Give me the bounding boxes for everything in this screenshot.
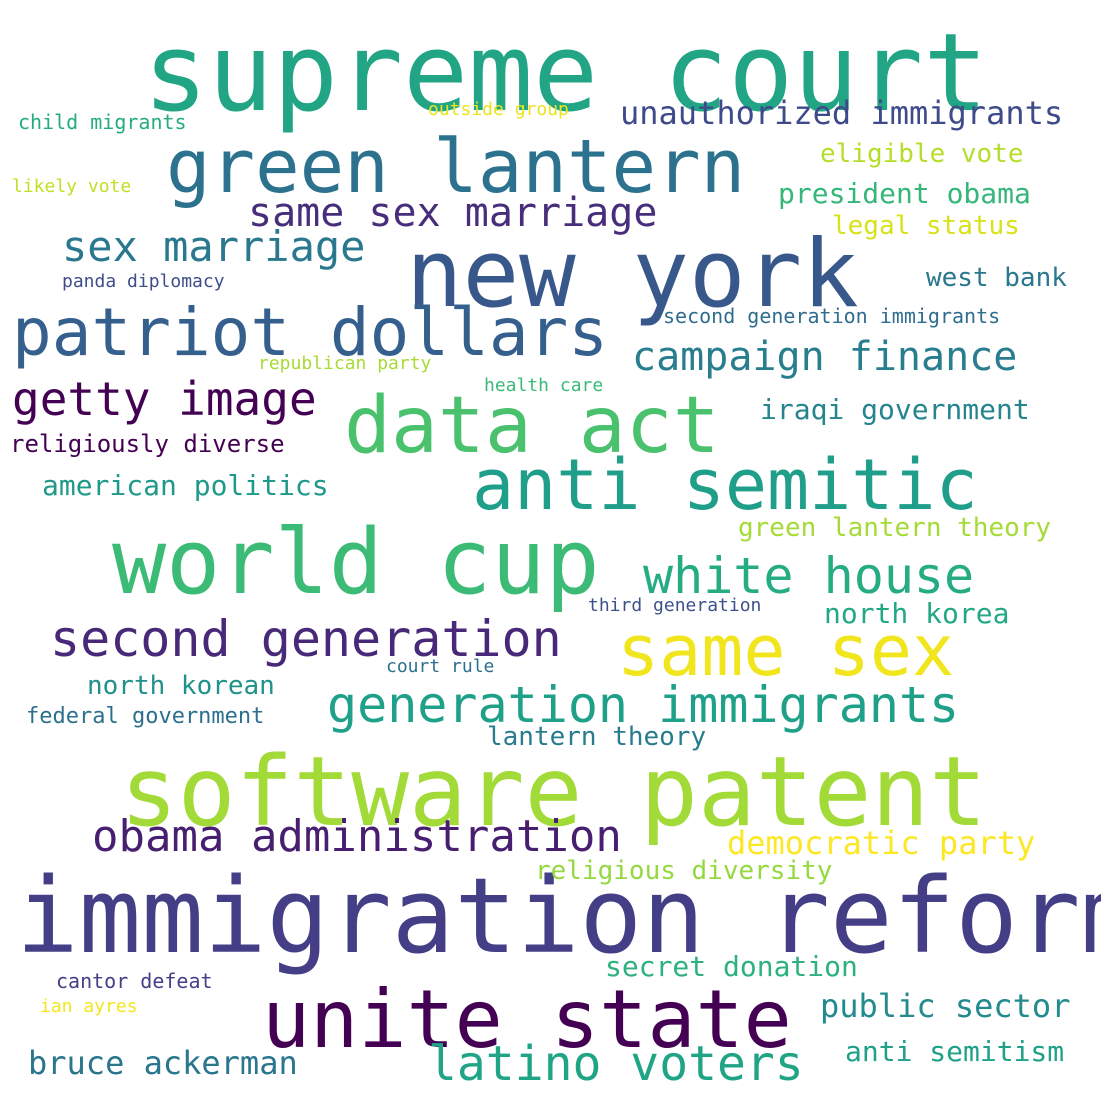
word-eligible-vote: eligible vote [820, 139, 1024, 169]
word-cantor-defeat: cantor defeat [56, 969, 213, 993]
word-immigration-reform: immigration reform [16, 855, 1101, 977]
word-court-rule: court rule [386, 656, 495, 677]
word-same-sex: same sex [617, 610, 955, 692]
word-supreme-court: supreme court [143, 11, 989, 136]
word-obama-administration: obama administration [92, 811, 622, 862]
word-secret-donation: secret donation [605, 950, 858, 983]
word-campaign-finance: campaign finance [632, 334, 1018, 380]
word-religiously-diverse: religiously diverse [10, 430, 285, 458]
word-likely-vote: likely vote [12, 176, 132, 197]
word-patriot-dollars: patriot dollars [12, 294, 609, 371]
word-green-lantern-theory: green lantern theory [738, 513, 1052, 543]
word-white-house: white house [643, 547, 975, 605]
word-federal-government: federal government [26, 704, 265, 729]
word-panda-diplomacy: panda diplomacy [62, 271, 225, 292]
word-green-lantern: green lantern [166, 124, 746, 210]
word-getty-image: getty image [12, 372, 317, 426]
word-legal-status: legal status [832, 211, 1020, 241]
word-west-bank: west bank [926, 263, 1067, 293]
word-bruce-ackerman: bruce ackerman [28, 1044, 298, 1082]
word-generation-immigrants: generation immigrants [327, 676, 960, 734]
word-child-migrants: child migrants [18, 110, 187, 134]
word-american-politics: american politics [42, 469, 329, 502]
word-sex-marriage: sex marriage [62, 222, 366, 271]
word-new-york: new york [406, 220, 859, 329]
word-ian-ayres: ian ayres [40, 996, 138, 1017]
word-second-generation-immigrants: second generation immigrants [663, 304, 1001, 328]
word-north-korea: north korea [824, 597, 1010, 630]
word-public-sector: public sector [820, 987, 1071, 1025]
word-second-generation: second generation [50, 610, 562, 668]
word-lantern-theory: lantern theory [487, 722, 707, 752]
word-anti-semitic: anti semitic [472, 444, 978, 526]
word-president-obama: president obama [778, 177, 1031, 210]
word-latino-voters: latino voters [428, 1036, 804, 1092]
word-anti-semitism: anti semitism [845, 1035, 1065, 1068]
word-third-generation: third generation [588, 595, 762, 616]
word-religious-diversity: religious diversity [535, 856, 833, 886]
word-data-act: data act [344, 381, 720, 471]
word-health-care: health care [484, 375, 604, 396]
word-north-korean: north korean [87, 671, 275, 701]
word-iraqi-government: iraqi government [760, 393, 1030, 426]
word-unauthorized-immigrants: unauthorized immigrants [620, 94, 1064, 132]
word-outside-group: outside group [428, 99, 569, 120]
word-world-cup: world cup [112, 510, 600, 615]
word-republican-party: republican party [258, 353, 432, 374]
word-software-patent: software patent [120, 736, 987, 848]
word-same-sex-marriage: same sex marriage [248, 190, 658, 236]
word-democratic-party: democratic party [727, 824, 1036, 862]
word-unite-state: unite state [262, 973, 792, 1066]
